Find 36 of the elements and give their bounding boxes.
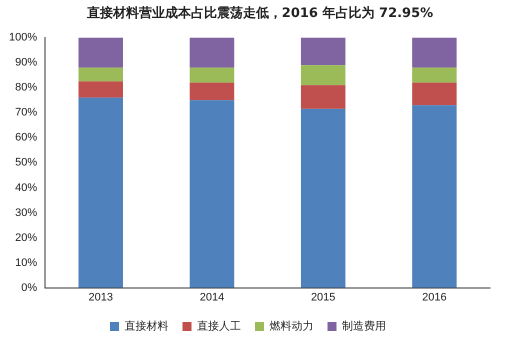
bar — [412, 82, 457, 106]
y-tick-label: 70% — [15, 106, 38, 119]
y-tick-label: 90% — [15, 56, 38, 69]
chart-title: 直接材料营业成本占比震荡走低，2016 年占比为 72.95% — [86, 4, 434, 23]
bar — [300, 38, 346, 66]
bar — [300, 65, 346, 86]
y-tick-label: 0% — [21, 282, 38, 294]
bar — [412, 105, 457, 288]
x-tick-label: 2014 — [200, 291, 224, 304]
x-tick-label: 2016 — [422, 291, 447, 304]
y-tick-label: 100% — [8, 32, 38, 44]
bar — [412, 38, 457, 68]
bar — [190, 38, 234, 68]
bar — [300, 85, 346, 109]
y-tick-label: 40% — [15, 182, 38, 194]
legend-label: 直接人工 — [197, 320, 241, 333]
y-tick-label: 20% — [15, 232, 38, 244]
bar — [412, 68, 457, 83]
bar — [78, 98, 123, 288]
y-tick-label: 80% — [15, 82, 38, 94]
bar — [78, 68, 123, 82]
bar — [190, 82, 234, 100]
y-tick-label: 60% — [15, 132, 38, 144]
bar — [78, 38, 123, 68]
bar — [78, 81, 123, 98]
bar — [190, 100, 234, 288]
y-tick-label: 30% — [15, 206, 38, 219]
x-tick-label: 2013 — [88, 291, 113, 304]
bar — [300, 108, 346, 288]
legend-label: 制造费用 — [342, 320, 386, 333]
x-tick-label: 2015 — [310, 291, 336, 304]
y-tick-label: 10% — [15, 256, 38, 269]
legend-label: 燃料动力 — [270, 320, 314, 333]
legend-label: 直接材料 — [124, 320, 168, 333]
bar — [190, 68, 234, 83]
y-tick-label: 50% — [15, 156, 38, 169]
